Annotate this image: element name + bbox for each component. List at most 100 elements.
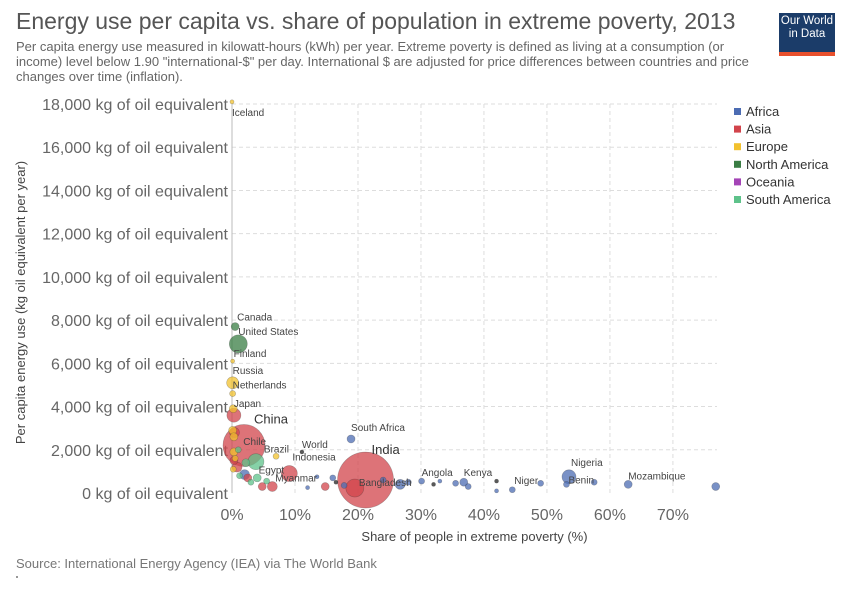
point-point-31[interactable] <box>379 476 387 484</box>
point-point-52[interactable] <box>229 465 237 473</box>
legend-item-europe[interactable]: Europe <box>746 139 788 154</box>
point-point-23[interactable] <box>711 482 721 491</box>
y-tick-label: 18,000 kg of oil equivalent <box>42 97 228 114</box>
source-note: Source: International Energy Agency (IEA… <box>16 556 377 571</box>
point-point-53[interactable] <box>252 473 262 483</box>
point-south-africa[interactable] <box>346 434 356 444</box>
legend-item-north-america[interactable]: North America <box>746 157 829 172</box>
point-label: Canada <box>237 313 272 324</box>
x-axis-ticks: 0% 10% 20% 30% 40% 50% 60% 70% <box>220 507 688 524</box>
point-label: Niger <box>514 476 539 487</box>
x-tick-label: 30% <box>405 507 437 524</box>
point-point-41[interactable] <box>257 482 267 491</box>
point-label: Finland <box>234 349 267 360</box>
chart-subtitle: Per capita energy use measured in kilowa… <box>16 39 749 84</box>
legend-item-south-america[interactable]: South America <box>746 192 831 207</box>
point-label: Japan <box>234 399 261 410</box>
y-tick-label: 14,000 kg of oil equivalent <box>42 183 228 200</box>
point-canada[interactable] <box>230 322 240 331</box>
owid-logo[interactable]: Our World in Data <box>779 13 835 56</box>
legend-swatch-asia <box>734 125 741 133</box>
point-indonesia[interactable] <box>281 465 298 482</box>
x-tick-label: 20% <box>342 507 374 524</box>
y-tick-label: 0 kg of oil equivalent <box>82 486 228 503</box>
point-label: Indonesia <box>292 453 336 464</box>
point-netherlands[interactable] <box>229 390 236 397</box>
point-point-40[interactable] <box>320 482 330 491</box>
point-point-55[interactable] <box>247 478 255 486</box>
point-point-35[interactable] <box>305 485 310 490</box>
point-point-28[interactable] <box>452 479 459 487</box>
point-mozambique[interactable] <box>623 480 633 489</box>
point-point-36[interactable] <box>437 478 443 484</box>
legend-item-asia[interactable]: Asia <box>746 122 772 137</box>
x-tick-label: 50% <box>531 507 563 524</box>
point-iceland[interactable] <box>229 99 235 105</box>
point-label: Kenya <box>464 468 493 479</box>
point-label: United States <box>238 327 298 338</box>
legend-swatch-oceania <box>734 178 741 186</box>
point-benin[interactable] <box>563 481 570 488</box>
point-angola[interactable] <box>418 477 425 485</box>
point-point-27[interactable] <box>405 478 412 486</box>
chart-title: Energy use per capita vs. share of popul… <box>16 8 736 34</box>
y-tick-label: 16,000 kg of oil equivalent <box>42 140 228 157</box>
point-point-46[interactable] <box>228 404 238 414</box>
legend-swatch-europe <box>734 143 741 151</box>
y-tick-label: 2,000 kg of oil equivalent <box>51 443 229 460</box>
point-point-39[interactable] <box>333 479 339 485</box>
point-point-54[interactable] <box>241 458 251 468</box>
point-point-51[interactable] <box>272 452 280 460</box>
point-bangladesh[interactable] <box>345 478 365 498</box>
point-point-48[interactable] <box>229 432 239 442</box>
point-russia[interactable] <box>226 376 239 390</box>
logo-line-1: Our World <box>780 15 834 27</box>
point-label: Netherlands <box>233 381 287 392</box>
gridlines <box>232 103 717 493</box>
legend-swatch-north-america <box>734 160 741 168</box>
point-label: Bangladesh <box>359 478 412 489</box>
point-point-30[interactable] <box>494 488 499 494</box>
point-label: China <box>254 411 289 426</box>
point-label: Benin <box>568 475 594 486</box>
point-point-32[interactable] <box>340 482 348 489</box>
point-point-26[interactable] <box>394 479 406 490</box>
x-axis-label: Share of people in extreme poverty (%) <box>361 529 587 544</box>
point-point-50[interactable] <box>231 455 239 462</box>
point-label: Myanmar <box>275 474 317 485</box>
footer-dot <box>16 576 18 578</box>
point-point-29[interactable] <box>464 483 472 490</box>
point-point-37[interactable] <box>494 478 499 484</box>
point-kenya[interactable] <box>459 477 469 487</box>
point-label: South Africa <box>351 423 405 434</box>
point-chile[interactable] <box>234 446 242 454</box>
x-tick-label: 60% <box>594 507 626 524</box>
point-point-56[interactable] <box>263 477 270 485</box>
point-label: Mozambique <box>628 471 686 482</box>
legend-item-oceania[interactable]: Oceania <box>746 174 795 189</box>
point-finland[interactable] <box>230 358 235 364</box>
x-tick-label: 70% <box>657 507 689 524</box>
x-tick-label: 10% <box>279 507 311 524</box>
point-point-34[interactable] <box>314 474 320 480</box>
point-label: World <box>302 440 328 451</box>
point-label: Angola <box>422 468 454 479</box>
point-niger[interactable] <box>508 486 516 494</box>
y-tick-label: 4,000 kg of oil equivalent <box>51 400 229 417</box>
point-united-states[interactable] <box>228 334 248 354</box>
point-point-24[interactable] <box>537 479 544 487</box>
point-point-33[interactable] <box>329 474 337 482</box>
point-myanmar[interactable] <box>267 481 278 492</box>
y-tick-label: 10,000 kg of oil equivalent <box>42 270 228 287</box>
point-point-25[interactable] <box>590 478 598 486</box>
y-tick-label: 8,000 kg of oil equivalent <box>51 313 229 330</box>
point-labels: Iceland Canada United States Finland Russia N… <box>232 108 686 489</box>
point-point-57[interactable] <box>236 472 243 480</box>
legend-item-africa[interactable]: Africa <box>746 104 780 119</box>
y-tick-label: 12,000 kg of oil equivalent <box>42 227 228 244</box>
data-points <box>222 99 721 509</box>
point-world[interactable] <box>299 449 305 455</box>
y-axis-label: Per capita energy use (kg oil equivalent… <box>13 161 28 444</box>
point-point-38[interactable] <box>431 482 436 487</box>
legend-swatch-africa <box>734 108 741 115</box>
